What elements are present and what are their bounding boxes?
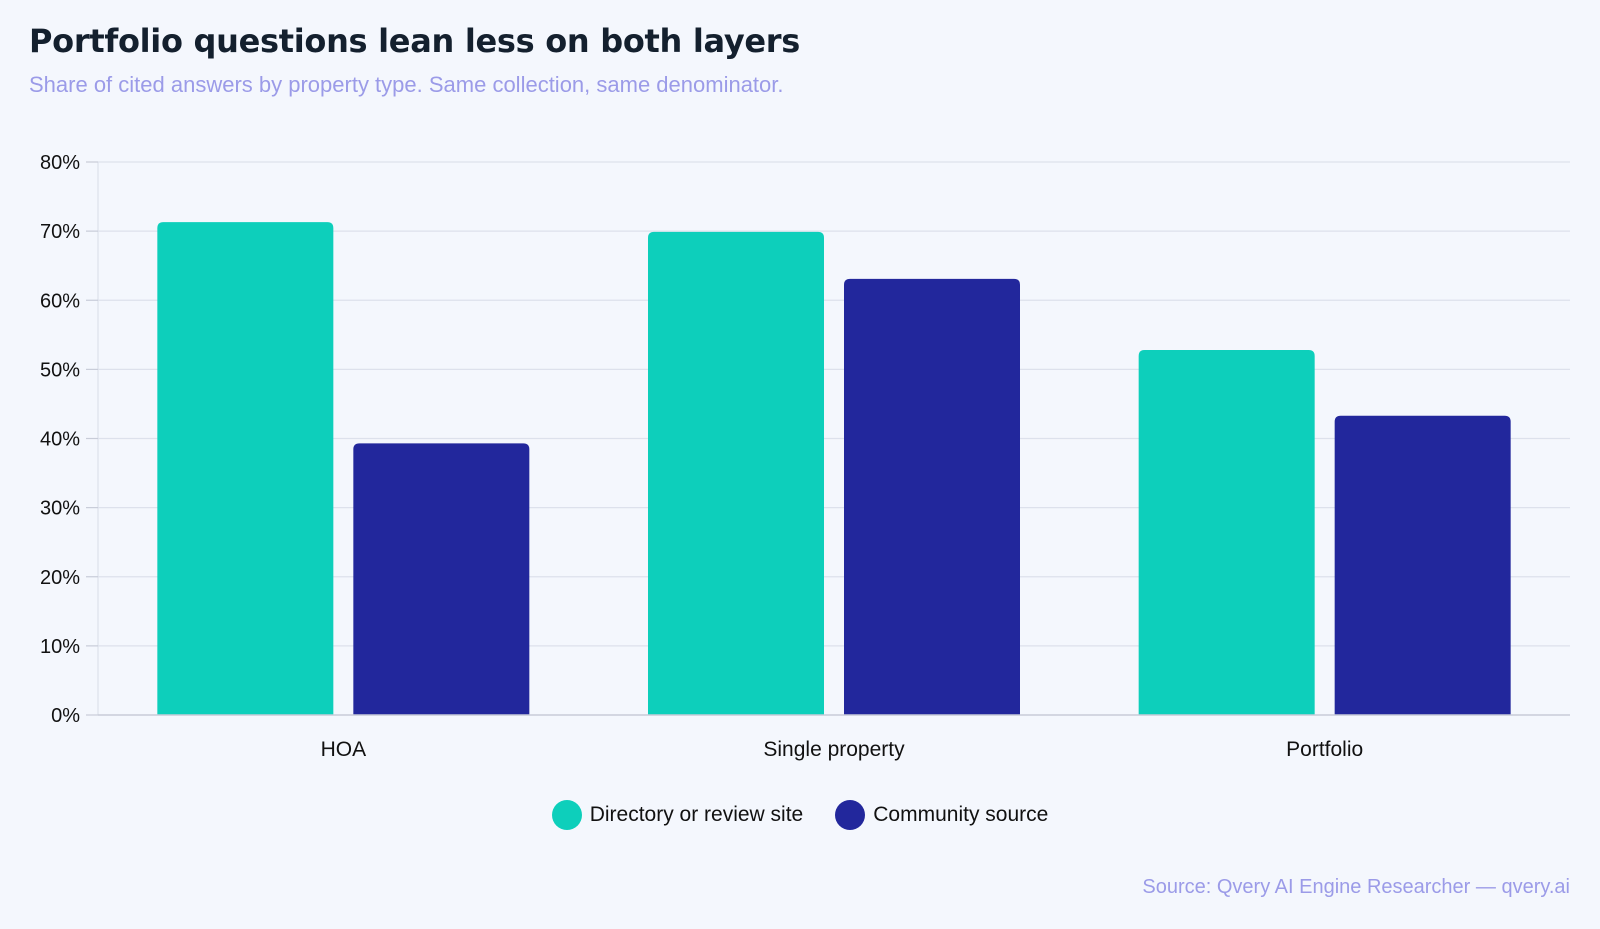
bar-portfolio-series-1[interactable] — [1334, 415, 1511, 715]
legend-label-directory: Directory or review site — [589, 803, 804, 826]
bar-hoa-series-1[interactable] — [353, 443, 530, 715]
bars — [157, 222, 1511, 716]
x-axis-ticks: HOA Single property Portfolio — [321, 738, 1364, 761]
y-tick-label: 40% — [40, 429, 80, 451]
chart-title: Portfolio questions lean less on both la… — [29, 22, 801, 60]
legend: Directory or review site Community sourc… — [0, 800, 1600, 830]
bar-single-property-series-0[interactable] — [648, 231, 824, 715]
y-tick-label: 30% — [40, 498, 80, 520]
y-tick-label: 70% — [40, 221, 80, 243]
y-tick-label: 50% — [40, 359, 80, 381]
bar-single-property-series-1[interactable] — [844, 278, 1020, 715]
bar-chart: 0% 10% 20% 30% 40% 50% 60% 70% 80% HOA Single pro… — [40, 152, 1570, 761]
gridlines — [97, 161, 1570, 715]
y-tick-label: 60% — [40, 290, 80, 312]
x-tick-label: Portfolio — [1286, 738, 1363, 761]
y-tick-label: 20% — [40, 567, 80, 589]
legend-label-community: Community source — [873, 803, 1049, 826]
y-tick-label: 0% — [51, 705, 80, 727]
x-tick-label: Single property — [763, 738, 905, 761]
source-note: Source: Qvery AI Engine Researcher — qve… — [1142, 876, 1570, 898]
y-axis-ticks: 0% 10% 20% 30% 40% 50% 60% 70% 80% — [40, 152, 98, 727]
bar-hoa-series-0[interactable] — [157, 222, 334, 716]
bar-portfolio-series-0[interactable] — [1138, 350, 1315, 715]
legend-swatch-community — [835, 800, 866, 830]
legend-item-community[interactable]: Community source — [835, 800, 1048, 830]
y-tick-label: 10% — [40, 636, 80, 658]
chart-subtitle: Share of cited answers by property type.… — [29, 72, 784, 97]
legend-swatch-directory — [551, 800, 582, 830]
y-tick-label: 80% — [40, 152, 80, 174]
x-tick-label: HOA — [321, 738, 367, 761]
legend-item-directory[interactable]: Directory or review site — [551, 800, 804, 830]
